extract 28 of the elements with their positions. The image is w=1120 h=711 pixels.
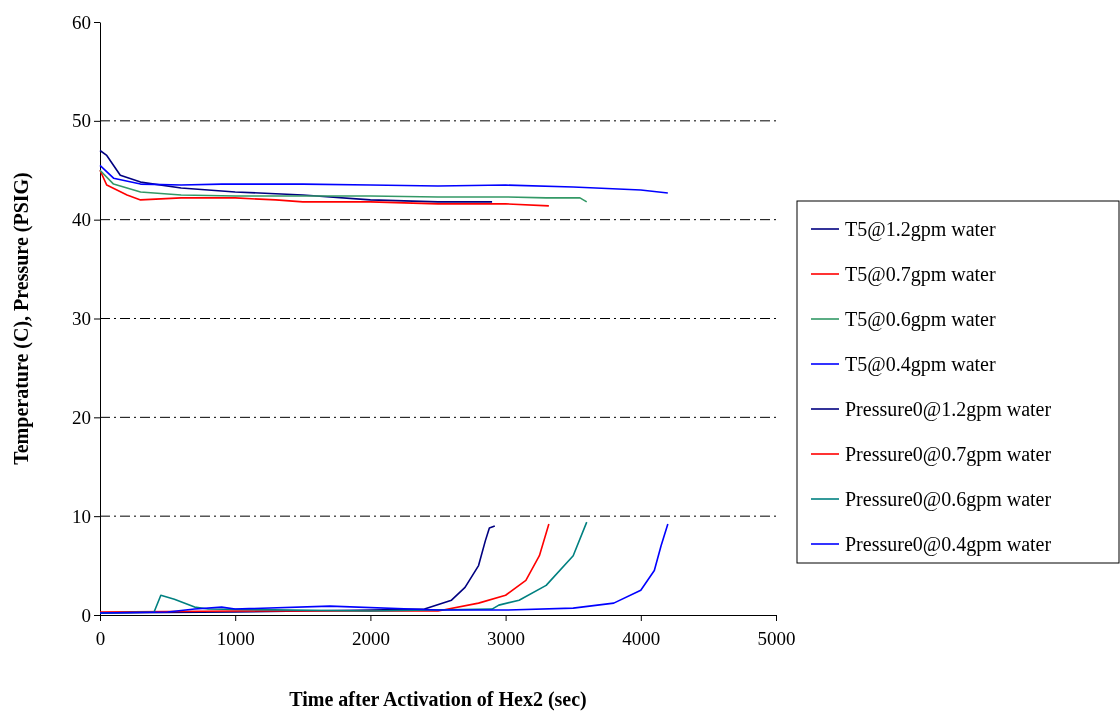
legend-label: T5@0.4gpm water [845,353,996,376]
x-axis-title: Time after Activation of Hex2 (sec) [289,688,587,711]
legend-label: T5@0.7gpm water [845,263,996,286]
legend-label: Pressure0@0.6gpm water [845,488,1052,511]
x-tick-label: 2000 [351,627,390,649]
y-axis-title: Temperature (C), Pressure (PSIG) [10,172,33,465]
line-series [99,149,493,203]
legend-label: Pressure0@0.7gpm water [845,443,1052,466]
line-series [99,164,669,194]
y-tick-label: 40 [72,209,91,231]
y-tick-label: 20 [72,406,91,428]
y-tick-label: 50 [72,110,91,132]
y-tick-label: 30 [72,308,91,330]
y-tick-label: 0 [81,604,91,626]
y-tick-label: 60 [72,11,91,33]
x-tick-label: 1000 [216,627,255,649]
legend-label: Pressure0@0.4gpm water [845,533,1052,556]
y-tick-label: 10 [72,505,91,527]
x-tick-label: 3000 [487,627,526,649]
x-tick-label: 0 [95,627,106,649]
line-series [99,523,669,614]
x-tick-label: 5000 [757,627,796,649]
x-tick-label: 4000 [622,627,661,649]
line-series [99,169,588,203]
legend-label: T5@1.2gpm water [845,218,996,241]
line-series [99,169,550,207]
legend-label: Pressure0@1.2gpm water [845,398,1052,421]
legend-label: T5@0.6gpm water [845,308,996,331]
